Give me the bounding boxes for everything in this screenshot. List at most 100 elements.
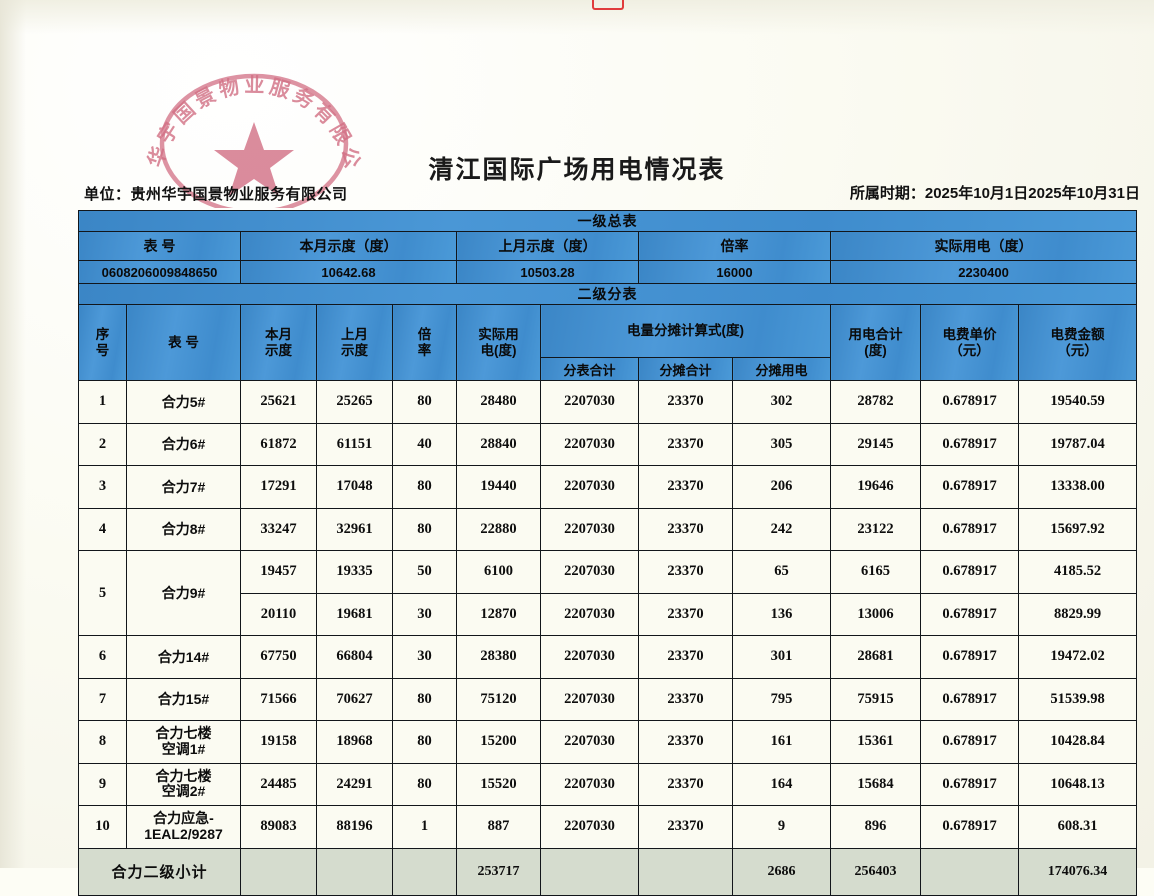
table-row: 3 合力7# 17291 17048 80 19440 2207030 23370 206 196… <box>78 465 1138 509</box>
cell-sub-meter-total: 2207030 <box>540 550 639 594</box>
cell-previous-reading: 70627 <box>316 677 393 721</box>
cell-rate: 80 <box>392 465 457 509</box>
table-row: 8 合力七楼 空调1# 19158 18968 80 15200 2207030 23370 16… <box>78 720 1138 764</box>
cell-amount: 15697.92 <box>1017 507 1138 551</box>
cell-meter-name: 合力应急- 1EAL2/9287 <box>126 805 241 849</box>
cell-sub-meter-total: 2207030 <box>540 635 639 679</box>
cell-previous-reading: 32961 <box>316 507 393 551</box>
cell-amount: 8829.99 <box>1017 592 1138 636</box>
cell-current-reading: 33247 <box>240 507 317 551</box>
cell-meter-name: 合力15# <box>126 677 241 721</box>
cell-current-reading: 17291 <box>240 465 317 509</box>
cell-seq: 4 <box>78 507 127 551</box>
cell-share-use: 302 <box>732 380 831 424</box>
summary-row: 合力二级小计 253717 2686 256403 174076.34 <box>78 847 1138 896</box>
table-row: 2 合力6# 61872 61151 40 28840 2207030 23370 305 291… <box>78 422 1138 466</box>
cell-share-use: 795 <box>732 677 831 721</box>
page-title: 清江国际广场用电情况表 <box>428 155 726 184</box>
cell-unit-price: 0.678917 <box>920 720 1019 764</box>
cell-use-total: 23122 <box>830 507 921 551</box>
cell-seq: 8 <box>78 720 127 764</box>
cell-share-use: 305 <box>732 422 831 466</box>
cell-rate: 40 <box>392 422 457 466</box>
level1-value-previous: 10503.28 <box>456 260 639 284</box>
table-body: 1 合力5# 25621 25265 80 28480 2207030 23370 302 287… <box>78 380 1138 849</box>
col-header-unit-price: 电费单价 （元） <box>920 304 1019 381</box>
cell-use-total: 29145 <box>830 422 921 466</box>
cell-seq: 1 <box>78 380 127 424</box>
red-edge-mark <box>592 0 624 10</box>
cell-amount: 13338.00 <box>1017 465 1138 509</box>
unit-label: 单位：贵州华宇国景物业服务有限公司 <box>84 186 348 203</box>
cell-previous-reading: 19681 <box>316 592 393 636</box>
cell-use-total: 28681 <box>830 635 921 679</box>
summary-previous <box>316 847 393 896</box>
cell-current-reading: 25621 <box>240 380 317 424</box>
summary-share-total <box>638 847 733 896</box>
scan-shadow-top <box>0 0 1154 34</box>
cell-previous-reading: 66804 <box>316 635 393 679</box>
cell-rate: 80 <box>392 380 457 424</box>
cell-share-total: 23370 <box>638 592 733 636</box>
cell-seq: 10 <box>78 805 127 849</box>
summary-share-use: 2686 <box>732 847 831 896</box>
cell-rate: 80 <box>392 762 457 806</box>
cell-unit-price: 0.678917 <box>920 422 1019 466</box>
cell-actual-use: 28480 <box>456 380 541 424</box>
level2-subheader-row: 分表合计 分摊合计 分摊用电 <box>79 357 1137 381</box>
cell-actual-use: 75120 <box>456 677 541 721</box>
cell-actual-use: 887 <box>456 805 541 849</box>
cell-unit-price: 0.678917 <box>920 507 1019 551</box>
col-header-share-alloc-use: 分摊用电 <box>732 357 831 381</box>
cell-actual-use: 28380 <box>456 635 541 679</box>
cell-meter-name: 合力9# <box>126 550 241 636</box>
cell-unit-price: 0.678917 <box>920 380 1019 424</box>
summary-actual: 253717 <box>456 847 541 896</box>
period-label: 所属时期：2025年10月1日2025年10月31日 <box>849 185 1140 202</box>
col-header-actual-use: 实际用 电(度) <box>456 304 541 381</box>
level1-band-row: 一级总表 <box>77 210 1138 232</box>
cell-use-total: 19646 <box>830 465 921 509</box>
cell-amount: 10648.13 <box>1017 762 1138 806</box>
cell-sub-meter-total: 2207030 <box>540 677 639 721</box>
cell-previous-reading: 88196 <box>316 805 393 849</box>
level2-band-label: 二级分表 <box>77 283 1138 305</box>
level1-header-row: 表 号 本月示度（度） 上月示度（度） 倍率 实际用电（度） <box>78 231 1138 261</box>
col-header-amount: 电费金额 （元） <box>1017 304 1138 381</box>
level1-value-row: 0608206009848650 10642.68 10503.28 16000… <box>78 260 1138 284</box>
cell-share-total: 23370 <box>638 677 733 721</box>
cell-current-reading: 19158 <box>240 720 317 764</box>
cell-share-total: 23370 <box>638 550 733 594</box>
cell-rate: 80 <box>392 720 457 764</box>
cell-meter-name: 合力6# <box>126 422 241 466</box>
col-header-share-group: 电量分摊计算式(度) <box>540 304 831 358</box>
level2-header-row: 序 号 表 号 本月 示度 上月 示度 倍 率 实际用 电(度) 电量分摊计算式… <box>78 304 1138 381</box>
level1-value-rate: 16000 <box>638 260 831 284</box>
cell-unit-price: 0.678917 <box>920 635 1019 679</box>
cell-rate: 80 <box>392 677 457 721</box>
level1-value-actual: 2230400 <box>829 260 1138 284</box>
table-row: 7 合力15# 71566 70627 80 75120 2207030 23370 795 75… <box>78 677 1138 721</box>
cell-unit-price: 0.678917 <box>920 677 1019 721</box>
cell-unit-price: 0.678917 <box>920 805 1019 849</box>
cell-meter-name: 合力七楼 空调2# <box>126 762 241 806</box>
table-row: 4 合力8# 33247 32961 80 22880 2207030 23370 242 231… <box>78 507 1138 551</box>
cell-meter-name: 合力5# <box>126 380 241 424</box>
cell-share-use: 136 <box>732 592 831 636</box>
cell-sub-meter-total: 2207030 <box>540 720 639 764</box>
cell-previous-reading: 18968 <box>316 720 393 764</box>
cell-share-total: 23370 <box>638 805 733 849</box>
col-header-previous: 上月 示度 <box>316 304 393 381</box>
cell-current-reading: 24485 <box>240 762 317 806</box>
summary-label: 合力二级小计 <box>78 847 241 896</box>
cell-previous-reading: 19335 <box>316 550 393 594</box>
cell-sub-meter-total: 2207030 <box>540 762 639 806</box>
cell-unit-price: 0.678917 <box>920 550 1019 594</box>
cell-current-reading: 19457 <box>240 550 317 594</box>
cell-share-total: 23370 <box>638 720 733 764</box>
cell-share-use: 9 <box>732 805 831 849</box>
cell-share-total: 23370 <box>638 507 733 551</box>
cell-share-use: 242 <box>732 507 831 551</box>
cell-sub-meter-total: 2207030 <box>540 507 639 551</box>
col-header-share-alloc-total: 分摊合计 <box>638 357 733 381</box>
